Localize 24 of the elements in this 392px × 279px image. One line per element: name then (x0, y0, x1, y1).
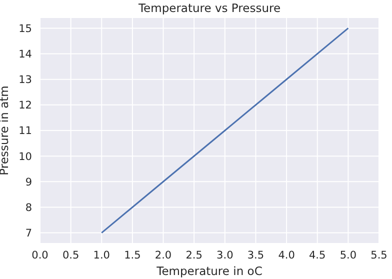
y-tick-label: 9 (25, 176, 32, 188)
x-tick-label: 1.5 (124, 249, 141, 262)
x-tick-label: 5.5 (370, 249, 388, 262)
y-tick-label: 8 (25, 202, 32, 214)
x-axis-title: Temperature in oC (156, 264, 262, 278)
chart-title: Temperature vs Pressure (137, 1, 282, 15)
line-series (100, 27, 349, 234)
y-tick-label: 7 (25, 228, 32, 240)
y-tick-label: 12 (18, 100, 32, 112)
x-tick-label: 3.0 (216, 249, 234, 262)
x-tick-label: 2.5 (186, 249, 202, 262)
y-tick-label: 15 (18, 22, 32, 35)
x-tick-label: 4.5 (309, 249, 326, 262)
y-tick-label: 13 (18, 74, 32, 86)
y-tick-label: 10 (18, 150, 32, 163)
x-tick-label: 2.0 (154, 249, 172, 262)
x-tick-label: 0.5 (62, 249, 80, 262)
x-tick-label: 5.0 (340, 249, 357, 262)
x-tick-label: 1.0 (93, 249, 110, 262)
x-tick-label: 3.5 (247, 249, 264, 262)
x-tick-label: 4.0 (278, 249, 295, 262)
x-tick-label: 0.0 (32, 249, 48, 262)
y-tick-label: 14 (18, 48, 32, 61)
y-tick-label: 11 (18, 125, 32, 138)
